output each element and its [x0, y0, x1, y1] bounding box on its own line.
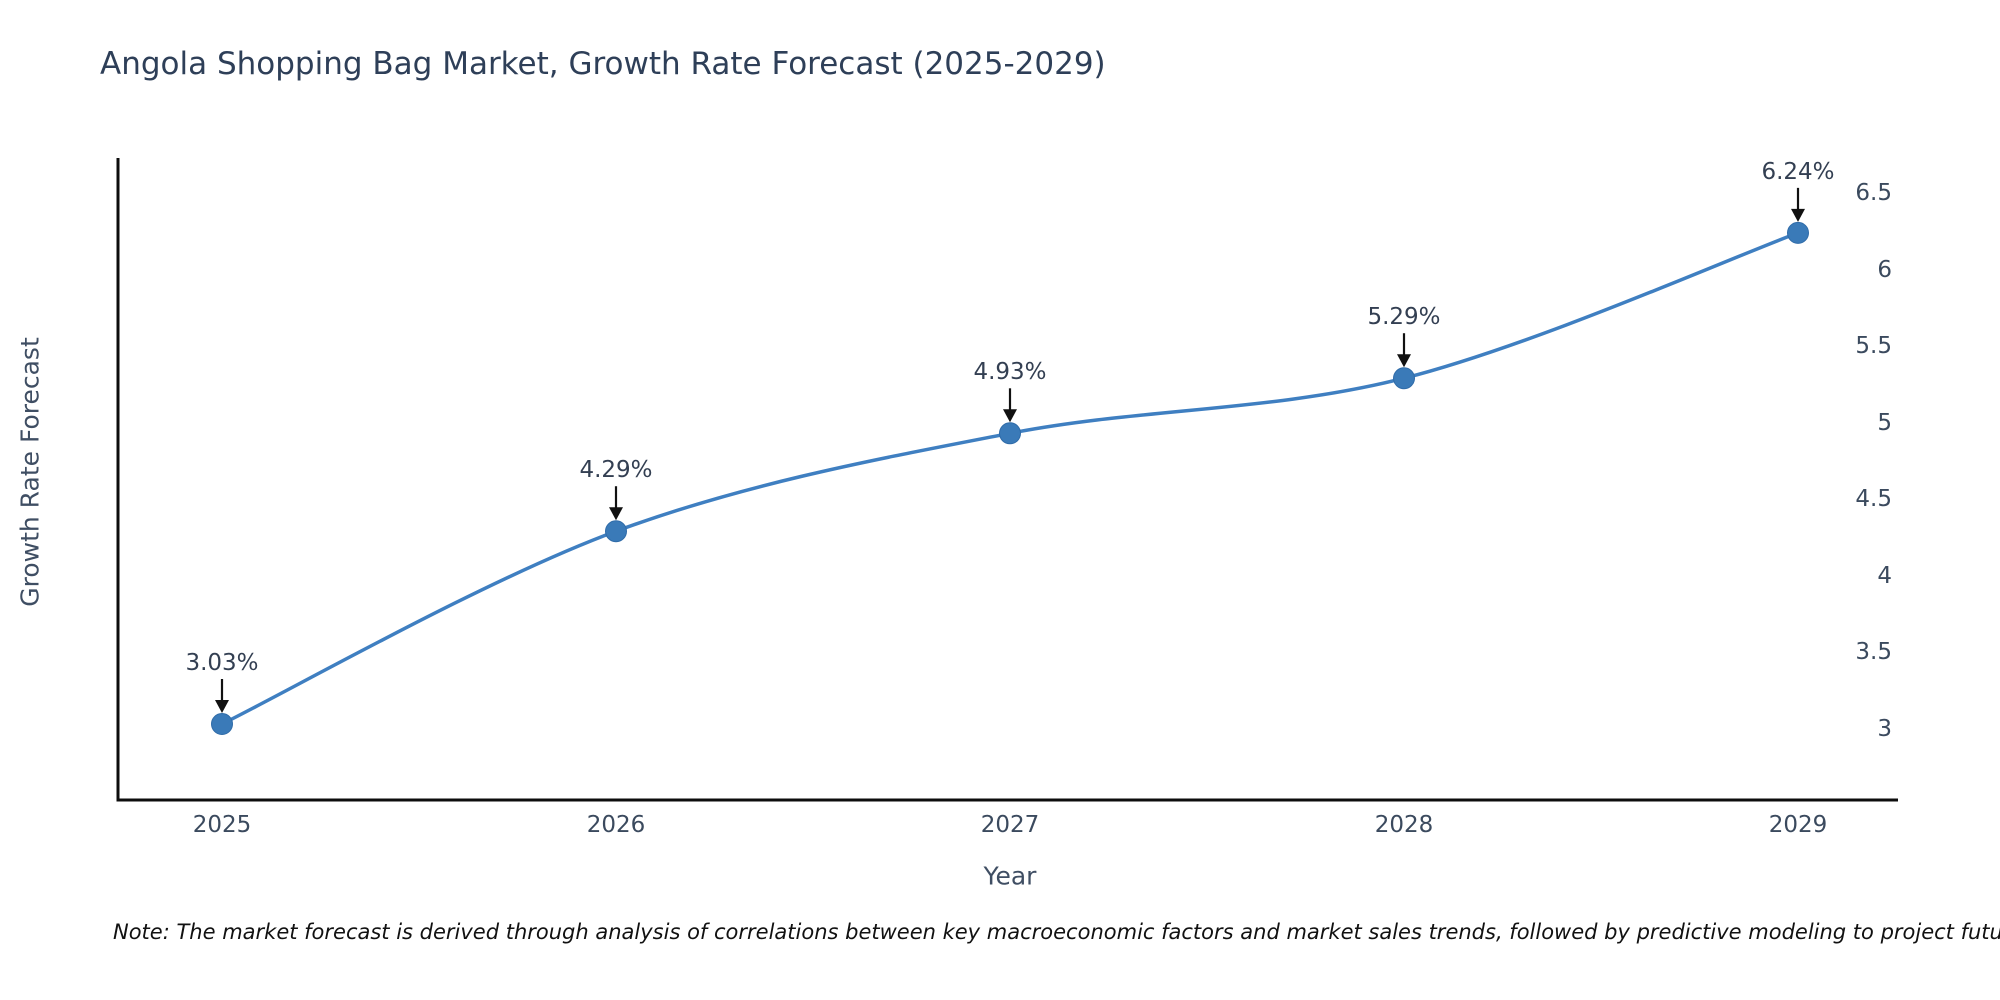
- footnote: Note: The market forecast is derived thr…: [113, 920, 2000, 944]
- annotation-arrow-head: [1397, 354, 1411, 368]
- data-point-marker: [1393, 367, 1415, 390]
- chart-title: Angola Shopping Bag Market, Growth Rate …: [100, 46, 1106, 82]
- y-axis-title: Growth Rate Forecast: [15, 337, 45, 607]
- point-value-label: 6.24%: [1761, 158, 1835, 185]
- point-value-label: 3.03%: [185, 650, 259, 676]
- annotation-arrow-head: [1003, 409, 1017, 423]
- y-tick-label: 3: [1877, 715, 1892, 742]
- y-tick-label: 4: [1877, 562, 1892, 589]
- y-tick-label: 6.5: [1855, 180, 1892, 207]
- forecast-line: [220, 231, 1800, 726]
- y-tick-label: 3.5: [1855, 639, 1892, 666]
- annotation-arrow-head: [215, 700, 229, 713]
- data-point-marker: [605, 520, 627, 543]
- y-tick-label: 6: [1877, 256, 1892, 283]
- x-tick-label: 2029: [1768, 812, 1828, 838]
- data-point-marker: [211, 713, 233, 735]
- y-tick-label: 5: [1877, 409, 1892, 436]
- annotation-arrow-head: [1791, 208, 1805, 222]
- data-point-marker: [1787, 221, 1809, 244]
- point-value-label: 4.29%: [579, 457, 653, 484]
- x-tick-label: 2028: [1374, 812, 1434, 838]
- x-tick-label: 2025: [192, 812, 252, 838]
- x-tick-label: 2027: [980, 812, 1040, 838]
- y-tick-label: 4.5: [1855, 486, 1892, 513]
- y-tick-label: 5.5: [1855, 333, 1892, 360]
- annotation-arrow-head: [609, 507, 623, 521]
- data-point-marker: [999, 422, 1021, 445]
- x-axis-title: Year: [983, 861, 1037, 891]
- x-tick-label: 2026: [586, 812, 646, 838]
- point-value-label: 5.29%: [1367, 304, 1441, 331]
- point-value-label: 4.93%: [973, 359, 1047, 386]
